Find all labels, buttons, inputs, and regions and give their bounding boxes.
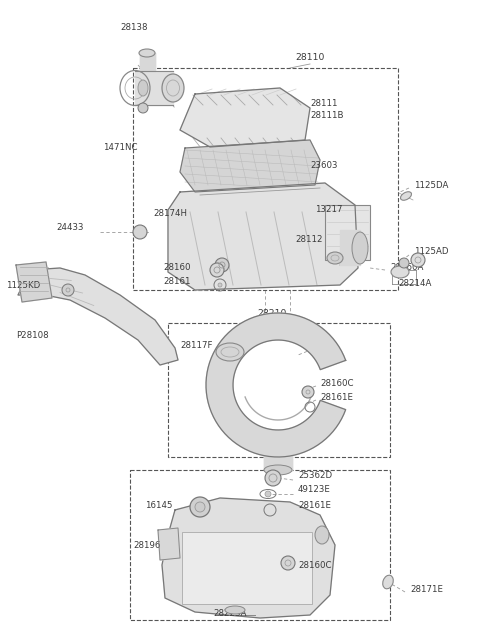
Text: 49123E: 49123E xyxy=(298,485,331,495)
Circle shape xyxy=(399,258,409,268)
Circle shape xyxy=(190,497,210,517)
Polygon shape xyxy=(18,268,178,365)
Ellipse shape xyxy=(162,74,184,102)
Text: 1471NC: 1471NC xyxy=(103,143,137,153)
Text: 28111B: 28111B xyxy=(310,110,344,119)
Text: 24433: 24433 xyxy=(56,223,84,232)
Bar xyxy=(325,205,370,260)
Ellipse shape xyxy=(225,606,245,614)
Text: 23603: 23603 xyxy=(310,160,337,170)
Ellipse shape xyxy=(216,343,244,361)
Polygon shape xyxy=(16,262,52,302)
Bar xyxy=(130,470,390,620)
Text: 28160A: 28160A xyxy=(390,264,423,273)
Text: 28110: 28110 xyxy=(295,53,324,62)
Text: 28160: 28160 xyxy=(163,264,191,273)
Polygon shape xyxy=(158,528,180,560)
Ellipse shape xyxy=(139,49,155,57)
Ellipse shape xyxy=(352,232,368,264)
Text: 28171E: 28171E xyxy=(410,586,443,594)
Circle shape xyxy=(195,502,205,512)
Text: 28174H: 28174H xyxy=(153,208,187,218)
Circle shape xyxy=(138,103,148,113)
Text: 28111: 28111 xyxy=(310,98,337,107)
Ellipse shape xyxy=(383,575,393,589)
Ellipse shape xyxy=(400,192,411,200)
Bar xyxy=(182,532,312,604)
Ellipse shape xyxy=(327,252,343,264)
Text: P28108: P28108 xyxy=(16,331,48,339)
Circle shape xyxy=(411,253,425,267)
Polygon shape xyxy=(180,140,320,192)
Circle shape xyxy=(210,263,224,277)
Text: 25362D: 25362D xyxy=(298,471,332,480)
Polygon shape xyxy=(162,498,335,618)
Text: 1125KD: 1125KD xyxy=(6,281,40,290)
Text: 28138: 28138 xyxy=(120,23,147,33)
Text: 28161E: 28161E xyxy=(320,394,353,403)
Bar xyxy=(133,68,398,290)
Text: 28112: 28112 xyxy=(295,235,323,244)
Ellipse shape xyxy=(264,465,292,475)
Text: 28161E: 28161E xyxy=(298,500,331,509)
Text: 16145: 16145 xyxy=(145,500,172,509)
Text: 28223A: 28223A xyxy=(213,608,246,618)
Ellipse shape xyxy=(138,80,148,96)
Text: 28117F: 28117F xyxy=(180,341,213,350)
Text: 13217: 13217 xyxy=(315,206,343,215)
Bar xyxy=(168,323,390,457)
Text: 28161: 28161 xyxy=(163,278,191,286)
Circle shape xyxy=(265,491,271,497)
Text: 1125AD: 1125AD xyxy=(414,247,448,256)
Circle shape xyxy=(133,225,147,239)
Circle shape xyxy=(218,283,222,287)
Text: 1125DA: 1125DA xyxy=(414,180,448,189)
Polygon shape xyxy=(180,88,310,147)
Text: 28210: 28210 xyxy=(257,309,287,318)
Ellipse shape xyxy=(391,266,409,278)
Ellipse shape xyxy=(315,526,329,544)
Circle shape xyxy=(62,284,74,296)
Polygon shape xyxy=(206,313,346,457)
Text: 28160C: 28160C xyxy=(298,560,332,570)
Circle shape xyxy=(215,258,229,272)
Circle shape xyxy=(265,470,281,486)
Circle shape xyxy=(302,386,314,398)
Polygon shape xyxy=(168,183,358,290)
Text: 28160C: 28160C xyxy=(320,379,353,387)
Circle shape xyxy=(281,556,295,570)
Text: 28196: 28196 xyxy=(133,541,160,550)
Text: 28214A: 28214A xyxy=(398,280,432,288)
